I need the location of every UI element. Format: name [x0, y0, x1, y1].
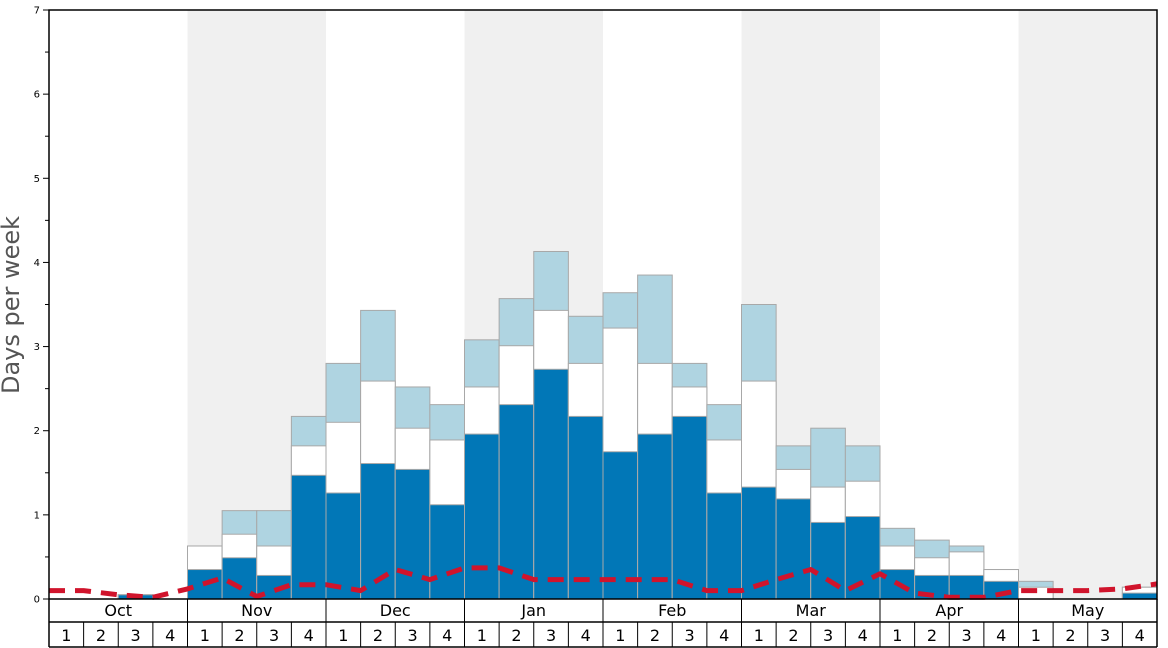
week-label: 2	[511, 626, 521, 645]
bar-segment-dark	[741, 486, 777, 600]
bar-apr-week-3	[948, 545, 985, 600]
bar-segment-dark	[464, 433, 500, 600]
bar-jan-week-3	[533, 250, 569, 600]
y-tick-label: 7	[34, 6, 40, 17]
y-tick-label: 2	[34, 426, 40, 437]
bar-feb-week-3	[671, 362, 708, 600]
bar-nov-week-4	[290, 415, 327, 600]
y-tick-label: 4	[34, 258, 40, 269]
week-label: 4	[304, 626, 314, 645]
month-shade-may	[1018, 10, 1157, 599]
y-tick-label: 6	[34, 90, 40, 101]
bar-mar-week-1	[741, 304, 777, 600]
week-label: 4	[581, 626, 591, 645]
y-tick-label: 5	[34, 174, 40, 185]
week-label: 3	[961, 626, 971, 645]
week-label: 3	[1100, 626, 1110, 645]
bar-segment-dark	[637, 433, 673, 600]
week-label: 3	[130, 626, 140, 645]
bar-jan-week-1	[464, 339, 500, 600]
y-tick-label: 3	[34, 342, 40, 353]
week-label: 1	[338, 626, 348, 645]
y-tick-label: 0	[34, 595, 40, 606]
y-tick-label: 1	[34, 510, 40, 521]
month-label-apr: Apr	[935, 601, 963, 620]
week-label: 2	[650, 626, 660, 645]
trend-line	[49, 565, 1158, 600]
week-label: 1	[615, 626, 625, 645]
week-label: 2	[234, 626, 244, 645]
month-label-oct: Oct	[104, 601, 132, 620]
week-label: 3	[546, 626, 556, 645]
bar-segment-dark	[706, 492, 742, 600]
bar-segment-dark	[567, 415, 604, 600]
bar-feb-week-4	[706, 404, 742, 600]
bar-segment-dark	[498, 404, 535, 600]
bar-segment-dark	[810, 521, 846, 600]
week-label: 2	[373, 626, 383, 645]
y-axis-title: Days per week	[0, 216, 25, 394]
week-label: 3	[684, 626, 694, 645]
bar-segment-dark	[1121, 592, 1158, 600]
week-label: 4	[165, 626, 175, 645]
trend-line-path	[49, 565, 1158, 600]
week-label: 1	[200, 626, 210, 645]
bar-segment-dark	[429, 504, 465, 600]
week-label: 4	[719, 626, 729, 645]
month-label-feb: Feb	[658, 601, 686, 620]
bar-jan-week-2	[498, 298, 535, 600]
bar-segment-dark	[533, 368, 569, 600]
week-label: 2	[927, 626, 937, 645]
month-label-nov: Nov	[241, 601, 272, 620]
week-label: 4	[996, 626, 1006, 645]
week-label: 2	[96, 626, 106, 645]
bar-nov-week-1	[187, 545, 223, 600]
bar-segment-dark	[671, 415, 708, 600]
week-label: 4	[1135, 626, 1145, 645]
bar-apr-week-2	[914, 539, 950, 600]
bar-segment-dark	[775, 498, 812, 600]
week-label: 1	[754, 626, 764, 645]
week-label: 4	[858, 626, 868, 645]
week-label: 1	[1031, 626, 1041, 645]
month-label-may: May	[1071, 601, 1104, 620]
week-label: 4	[442, 626, 452, 645]
week-label: 3	[269, 626, 279, 645]
week-label: 1	[61, 626, 71, 645]
bar-feb-week-1	[602, 292, 639, 600]
week-label: 2	[788, 626, 798, 645]
y-axis: 0 1 2 3 4 5 6 7	[34, 6, 49, 606]
bar-segment-dark	[290, 474, 327, 600]
week-label: 3	[407, 626, 417, 645]
week-label: 1	[892, 626, 902, 645]
month-label-dec: Dec	[380, 601, 411, 620]
week-label: 2	[1065, 626, 1075, 645]
bar-dec-week-2	[360, 309, 396, 600]
week-label: 1	[477, 626, 487, 645]
bar-dec-week-1	[325, 362, 362, 600]
bar-segment-dark	[602, 451, 639, 600]
week-label: 3	[823, 626, 833, 645]
bar-jan-week-4	[567, 315, 604, 600]
bar-feb-week-2	[637, 274, 673, 600]
bar-dec-week-3	[394, 386, 431, 600]
month-label-mar: Mar	[796, 601, 827, 620]
x-axis: Oct Nov Dec Jan Feb Mar Apr May 1 2 3 4 1 2 3 4 1 2 3 4 1 2 3 4…	[48, 599, 1158, 648]
bar-segment-dark	[325, 492, 362, 600]
month-label-jan: Jan	[520, 601, 546, 620]
